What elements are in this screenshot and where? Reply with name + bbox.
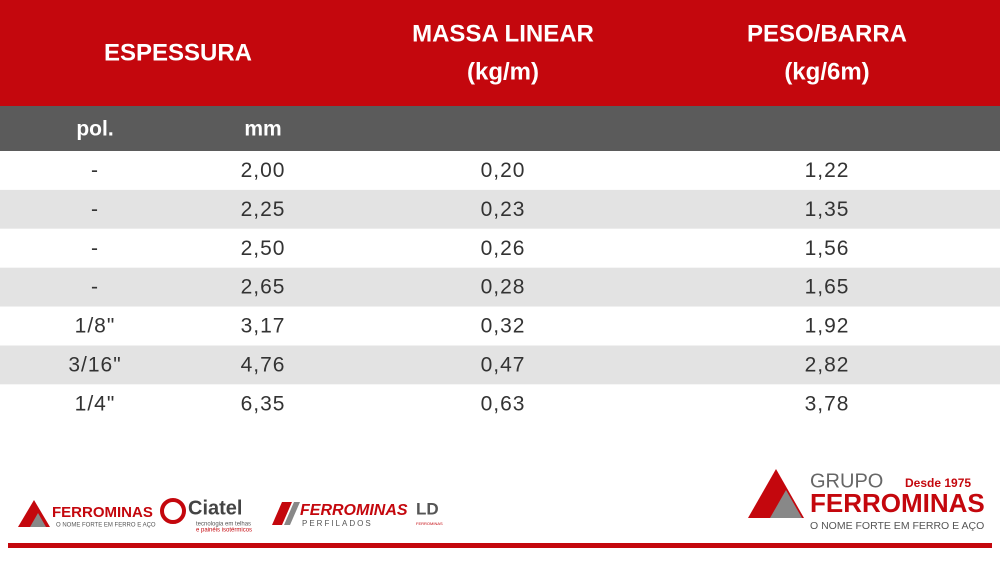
logo-ferrominas: FERROMINAS O NOME FORTE EM FERRO E AÇO bbox=[18, 500, 156, 529]
table-cell: 2,25 bbox=[241, 198, 286, 221]
logo-ld: LD FERROMINAS bbox=[416, 499, 443, 526]
table-row bbox=[0, 228, 1000, 268]
logo-text: LD bbox=[416, 499, 439, 518]
logo-text: FERROMINAS bbox=[52, 504, 153, 521]
footer-rule bbox=[8, 543, 992, 548]
table-cell: 1,56 bbox=[805, 237, 850, 260]
logo-text: O NOME FORTE EM FERRO E AÇO bbox=[810, 520, 984, 532]
table-cell: 3,17 bbox=[241, 315, 286, 338]
sub-header: mm bbox=[244, 118, 281, 141]
table-cell: 2,82 bbox=[805, 353, 850, 376]
table-cell: 6,35 bbox=[241, 392, 286, 415]
table-cell: 0,63 bbox=[481, 392, 526, 415]
logo-text: FERROMINAS bbox=[416, 521, 443, 526]
logo-text: PERFILADOS bbox=[302, 519, 373, 528]
table-cell: 0,28 bbox=[481, 276, 526, 299]
logo-text: O NOME FORTE EM FERRO E AÇO bbox=[56, 523, 156, 529]
table-cell: 1/4" bbox=[75, 392, 116, 415]
table-cell: - bbox=[91, 237, 99, 260]
table-cell: - bbox=[91, 276, 99, 299]
table-cell: 2,65 bbox=[241, 276, 286, 299]
table-cell: 1/8" bbox=[75, 315, 116, 338]
sub-header: pol. bbox=[76, 118, 113, 141]
table-cell: 1,92 bbox=[805, 315, 850, 338]
logo-text: FERROMINAS bbox=[810, 488, 985, 518]
table-row bbox=[0, 189, 1000, 229]
table-body: - 2,00 0,20 1,22 - 2,25 0,23 1,35 - 2,50 0,26 1,56 -… bbox=[0, 151, 1000, 424]
subheader-band bbox=[0, 106, 1000, 151]
logo-text: FERROMINAS bbox=[300, 502, 408, 519]
table-cell: - bbox=[91, 159, 99, 182]
col-header-unit: (kg/6m) bbox=[784, 58, 869, 85]
table-row bbox=[0, 267, 1000, 307]
logo-text: GRUPO bbox=[810, 470, 883, 492]
table-cell: 2,00 bbox=[241, 159, 286, 182]
table-cell: - bbox=[91, 198, 99, 221]
table-row bbox=[0, 306, 1000, 346]
logo-ciatel: Ciatel tecnologia em telhas e painéis is… bbox=[160, 497, 252, 534]
col-header: MASSA LINEAR bbox=[412, 20, 594, 47]
table-cell: 4,76 bbox=[241, 353, 286, 376]
table-cell: 1,22 bbox=[805, 159, 850, 182]
table-cell: 1,65 bbox=[805, 276, 850, 299]
table-cell: 0,23 bbox=[481, 198, 526, 221]
table-cell: 0,20 bbox=[481, 159, 526, 182]
header-band bbox=[0, 0, 1000, 106]
logo-perfilados: FERROMINAS PERFILADOS bbox=[272, 502, 408, 528]
table-cell: 3,78 bbox=[805, 392, 850, 415]
logo-text: Desde 1975 bbox=[905, 476, 971, 490]
logo-grupo: GRUPO Desde 1975 FERROMINAS O NOME FORTE… bbox=[748, 469, 985, 532]
logo-text: Ciatel bbox=[188, 497, 242, 519]
logo-text: tecnologia em telhas bbox=[196, 522, 251, 528]
logo-text: e painéis isotérmicos bbox=[196, 528, 252, 534]
table-row bbox=[0, 151, 1000, 190]
table-row bbox=[0, 384, 1000, 424]
table-cell: 0,47 bbox=[481, 353, 526, 376]
table-cell: 0,26 bbox=[481, 237, 526, 260]
col-header: PESO/BARRA bbox=[747, 20, 907, 47]
table-row bbox=[0, 345, 1000, 385]
col-header-unit: (kg/m) bbox=[467, 58, 539, 85]
table-cell: 2,50 bbox=[241, 237, 286, 260]
table-cell: 1,35 bbox=[805, 198, 850, 221]
table-cell: 0,32 bbox=[481, 315, 526, 338]
col-header: ESPESSURA bbox=[104, 39, 252, 66]
table-cell: 3/16" bbox=[68, 353, 121, 376]
